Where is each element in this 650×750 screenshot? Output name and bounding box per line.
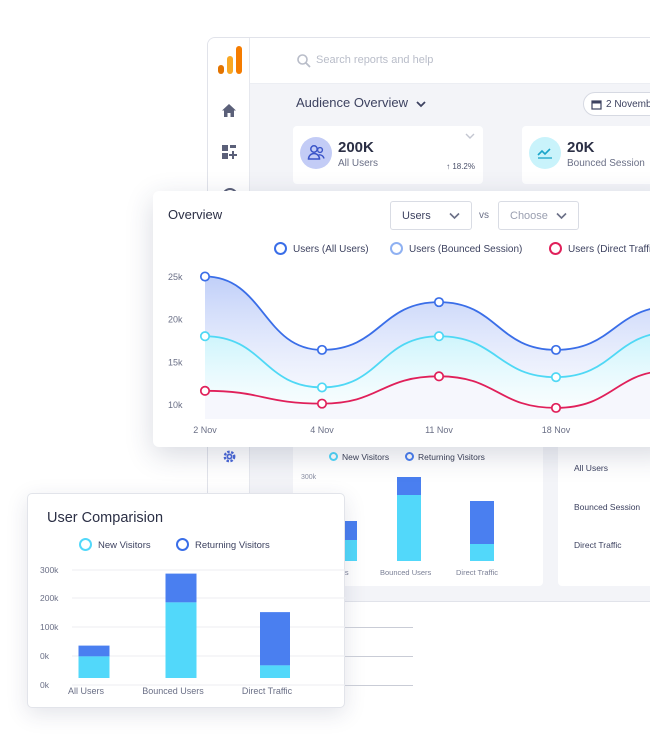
data-point [199, 331, 211, 342]
stat-change: ↑ 18.2% [446, 162, 475, 171]
category-label: Bounced Users [142, 686, 204, 696]
stat-icon-circle [529, 137, 561, 169]
legend-marker [549, 242, 562, 255]
category-label: Direct Traffic [242, 686, 293, 696]
overview-card: Overview Users vs Choose Users (All User… [153, 191, 650, 447]
chevron-down-icon[interactable] [415, 99, 427, 109]
divider-line [345, 627, 413, 628]
bar-returning-visitors [78, 645, 110, 657]
stat-label: Bounced Session [567, 158, 645, 169]
bar-returning-visitors [260, 612, 290, 666]
vs-label: vs [479, 210, 489, 221]
mini-bar [397, 495, 421, 561]
stat-card-bounced-session[interactable]: 20K Bounced Session [522, 126, 650, 184]
y-tick-label: 25k [168, 272, 183, 282]
bar-new-visitors [78, 656, 110, 678]
y-tick-label: 200k [40, 593, 59, 603]
legend-bounced-session[interactable]: Users (Bounced Session) [390, 242, 522, 255]
data-point [199, 385, 211, 396]
audience-overview-title[interactable]: Audience Overview [296, 95, 408, 110]
overview-line-chart: 10k 15k 20k 25k 2 Nov 4 Nov 11 Nov 18 Nov [168, 271, 650, 435]
area-fill-bounced [205, 334, 650, 408]
bar-new-visitors [260, 665, 290, 678]
home-icon[interactable] [219, 101, 239, 121]
data-point [433, 331, 445, 342]
stat-value: 200K [338, 139, 374, 156]
chevron-down-icon [556, 212, 567, 220]
mini-category: Direct Traffic [456, 568, 498, 577]
date-range-picker[interactable]: 2 November [583, 92, 650, 116]
arrow-up-icon: ↑ [446, 162, 451, 171]
metric-select-secondary[interactable]: Choose [498, 201, 579, 230]
data-point [199, 271, 211, 282]
x-tick-label: 11 Nov [425, 425, 453, 435]
user-comparison-title: User Comparision [47, 510, 164, 526]
y-tick-label: 300k [40, 565, 59, 575]
date-label: 2 November [606, 99, 650, 110]
x-tick-label: 4 Nov [310, 425, 334, 435]
data-point [550, 372, 562, 383]
data-point [550, 402, 562, 413]
chevron-down-icon[interactable] [465, 132, 475, 140]
data-point [550, 344, 562, 355]
divider-line [345, 656, 413, 657]
legend-marker [390, 242, 403, 255]
chevron-down-icon [449, 212, 460, 220]
data-point [316, 398, 328, 409]
search-icon [297, 54, 311, 68]
bar-new-visitors [165, 602, 197, 678]
stat-label: All Users [338, 158, 379, 169]
mini-bars [345, 477, 494, 561]
legend-direct-traffic[interactable]: Users (Direct Traffic) [549, 242, 650, 255]
users-icon [307, 145, 325, 160]
y-tick-label: 20k [168, 315, 183, 325]
user-comparison-card: User Comparision New Visitors Returning … [27, 493, 346, 708]
stat-icon-circle [300, 137, 332, 169]
legend-marker [176, 538, 189, 551]
list-item[interactable]: Direct Traffic [574, 540, 622, 550]
user-comparison-bar-chart: 0k 0k 100k 200k 300k All Users Bounced Users Di… [40, 565, 346, 696]
data-point [433, 297, 445, 308]
data-point [433, 371, 445, 382]
area-fill-users [205, 276, 650, 388]
calendar-icon [591, 100, 602, 110]
data-point [316, 344, 328, 355]
legend-new-visitors[interactable]: New Visitors [79, 538, 151, 551]
y-tick-label: 0k [40, 680, 50, 690]
divider-line [345, 685, 413, 686]
y-tick-label: 10k [168, 400, 183, 410]
mini-legend-new: New Visitors [329, 452, 389, 462]
y-tick-label: 100k [40, 622, 59, 632]
metric-select-primary[interactable]: Users [390, 201, 472, 230]
overview-title: Overview [168, 207, 223, 222]
stat-card-all-users[interactable]: 200K All Users ↑ 18.2% [293, 126, 483, 184]
list-item[interactable]: All Users [574, 463, 609, 473]
legend-marker [274, 242, 287, 255]
dashboard-add-icon[interactable] [219, 142, 239, 162]
pulse-icon [537, 148, 552, 159]
top-bar [250, 38, 650, 84]
legend-marker [79, 538, 92, 551]
search-input[interactable]: Search reports and help [316, 54, 434, 66]
mini-category: Bounced Users [380, 568, 432, 577]
bar-returning-visitors [165, 573, 197, 603]
traffic-list-card: All Users Bounced Session Direct Traffic [558, 443, 650, 586]
analytics-logo[interactable] [216, 44, 244, 76]
mini-legend-returning: Returning Visitors [405, 452, 485, 462]
x-tick-label: 2 Nov [193, 425, 217, 435]
gear-icon[interactable] [222, 449, 237, 464]
category-label: All Users [68, 686, 105, 696]
x-tick-label: 18 Nov [542, 425, 571, 435]
stat-value: 20K [567, 139, 595, 156]
data-point [316, 382, 328, 393]
legend-all-users[interactable]: Users (All Users) [274, 242, 369, 255]
y-tick-label: 15k [168, 357, 183, 367]
list-item[interactable]: Bounced Session [574, 502, 641, 512]
legend-returning-visitors[interactable]: Returning Visitors [176, 538, 270, 551]
y-tick-label: 0k [40, 651, 50, 661]
mini-bar [345, 540, 357, 561]
mini-ytick: 300k [301, 474, 317, 481]
mini-bar [470, 544, 494, 561]
